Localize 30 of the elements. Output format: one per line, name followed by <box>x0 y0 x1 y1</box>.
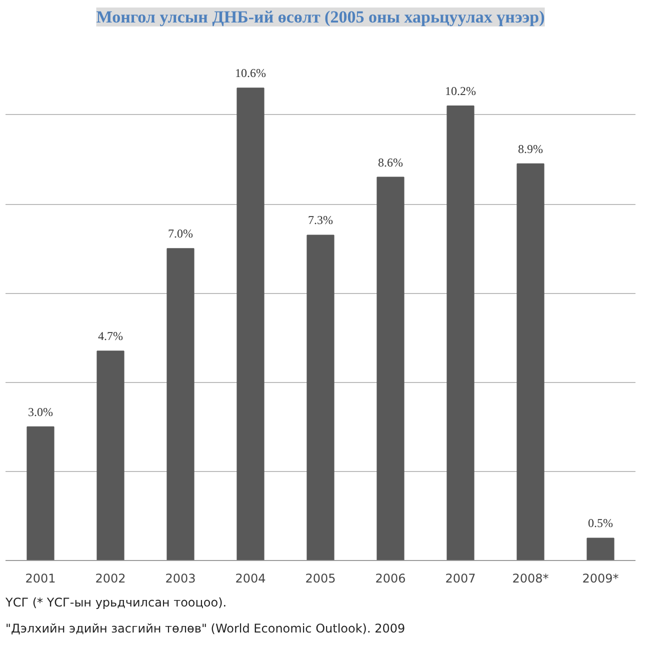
x-tick-label: 2002 <box>95 572 126 586</box>
bar <box>166 248 194 560</box>
data-label: 7.0% <box>168 226 193 241</box>
bar <box>306 234 334 560</box>
bar <box>376 176 404 560</box>
x-tick-label: 2004 <box>235 572 266 586</box>
bar <box>516 163 544 560</box>
data-label: 8.9% <box>518 142 543 156</box>
x-tick-label: 2006 <box>375 572 406 586</box>
data-label: 3.0% <box>28 404 53 419</box>
x-tick-label: 2007 <box>445 572 476 586</box>
bar <box>586 538 614 560</box>
data-label: 10.2% <box>445 84 476 98</box>
data-label: 8.6% <box>378 155 403 170</box>
x-tick-label: 2003 <box>165 572 196 586</box>
data-label: 7.3% <box>308 213 333 228</box>
bar <box>26 426 54 560</box>
data-label: 10.6% <box>235 66 266 80</box>
bar <box>96 350 124 560</box>
x-tick-label: 2005 <box>305 572 336 586</box>
data-label: 4.7% <box>98 329 123 344</box>
x-tick-label: 2001 <box>25 572 56 586</box>
text: "Дэлхийн эдийн засгийн төлөв" (World Economic Outlook). 2009 <box>6 622 406 636</box>
text: ҮСГ (* ҮСГ-ын урьдчилсан тооцоо). <box>4 596 227 610</box>
data-label: 0.5% <box>588 516 613 530</box>
chart-title: Монгол улсын ДНБ-ий өсөлт (2005 оны харьцуулах үнээр) <box>96 8 545 26</box>
x-tick-label: 2008* <box>512 572 549 586</box>
x-tick-label: 2009* <box>582 572 619 586</box>
bar <box>236 88 264 560</box>
bar <box>446 106 474 560</box>
